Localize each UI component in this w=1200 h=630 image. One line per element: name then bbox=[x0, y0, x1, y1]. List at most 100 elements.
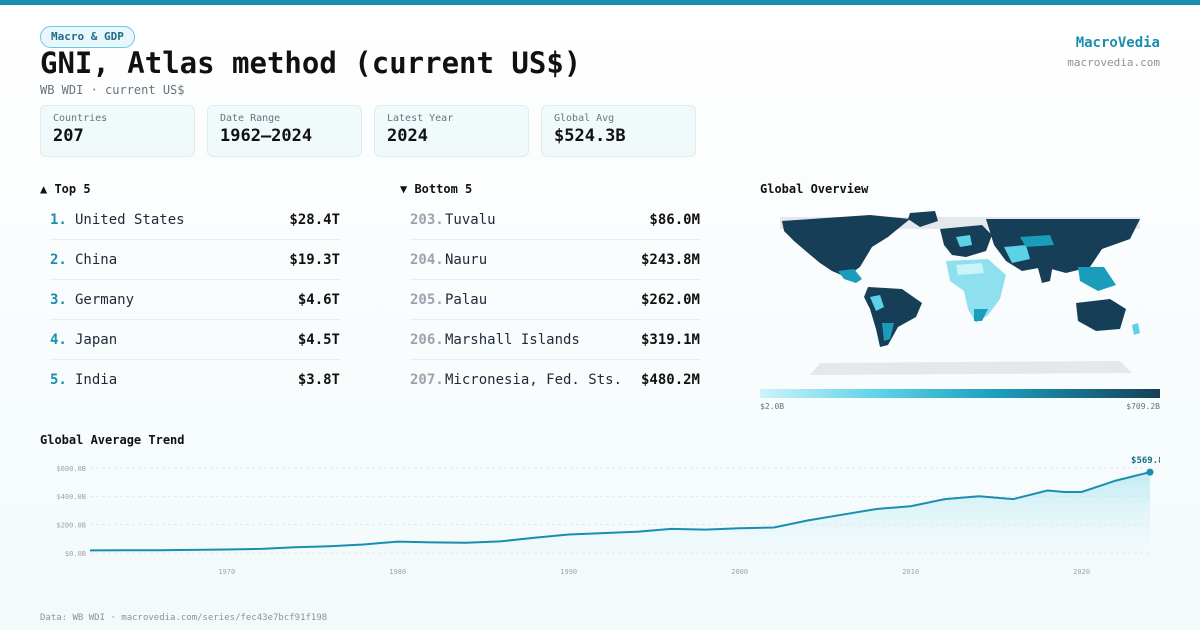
list-item[interactable]: 203. Tuvalu $86.0M bbox=[410, 200, 700, 240]
country-value: $4.5T bbox=[297, 331, 340, 348]
map-region-north-africa bbox=[956, 263, 984, 275]
top-5-list: 1. United States $28.4T 2. China $19.3T 3. Ge… bbox=[50, 200, 340, 400]
y-tick-label: $0.0B bbox=[65, 550, 86, 558]
map-region-asia[interactable] bbox=[986, 219, 1140, 273]
list-item[interactable]: 3. Germany $4.6T bbox=[50, 280, 340, 320]
stat-label: Global Avg bbox=[554, 113, 615, 124]
legend-max-label: $709.2B bbox=[1126, 402, 1160, 411]
rank-number: 4. bbox=[50, 331, 67, 348]
stat-value: $524.3B bbox=[554, 126, 626, 146]
country-value: $86.0M bbox=[649, 211, 700, 228]
list-item[interactable]: 205. Palau $262.0M bbox=[410, 280, 700, 320]
trend-line[interactable] bbox=[89, 471, 1151, 552]
bottom-5-list: 203. Tuvalu $86.0M 204. Nauru $243.8M 205. Pa… bbox=[410, 200, 700, 400]
x-tick-label: 1990 bbox=[560, 568, 577, 576]
footer-source: Data: WB WDI · macrovedia.com/series/fec… bbox=[40, 613, 328, 623]
list-item[interactable]: 4. Japan $4.5T bbox=[50, 320, 340, 360]
rank-number: 204. bbox=[410, 251, 444, 268]
trend-area bbox=[90, 472, 1150, 553]
list-item[interactable]: 1. United States $28.4T bbox=[50, 200, 340, 240]
map-region-antarctica bbox=[810, 361, 1132, 375]
rank-number: 1. bbox=[50, 211, 67, 228]
top-5-heading: ▲ Top 5 bbox=[40, 182, 91, 196]
country-value: $319.1M bbox=[640, 331, 700, 348]
world-choropleth-map[interactable] bbox=[760, 205, 1160, 383]
rank-number: 2. bbox=[50, 251, 67, 268]
map-heading: Global Overview bbox=[760, 182, 869, 196]
country-name: India bbox=[75, 372, 118, 388]
y-tick-label: $600.0B bbox=[56, 465, 86, 473]
list-item[interactable]: 206. Marshall Islands $319.1M bbox=[410, 320, 700, 360]
country-name: Japan bbox=[75, 331, 118, 348]
list-item[interactable]: 5. India $3.8T bbox=[50, 360, 340, 400]
trend-latest-value-label: $569.8B bbox=[1131, 456, 1160, 466]
legend-min-label: $2.0B bbox=[760, 402, 785, 411]
rank-number: 205. bbox=[410, 291, 444, 308]
list-item[interactable]: 2. China $19.3T bbox=[50, 240, 340, 280]
country-name: Nauru bbox=[445, 251, 488, 268]
map-region-south-america[interactable] bbox=[864, 287, 922, 347]
country-name: China bbox=[75, 251, 118, 268]
map-region-north-america[interactable] bbox=[782, 215, 910, 277]
x-tick-label: 2010 bbox=[902, 568, 919, 576]
y-tick-label: $200.0B bbox=[56, 522, 86, 530]
country-value: $243.8M bbox=[640, 251, 700, 268]
page-title: GNI, Atlas method (current US$) bbox=[40, 46, 582, 80]
rank-number: 5. bbox=[50, 372, 67, 388]
country-name: United States bbox=[75, 211, 185, 228]
x-tick-label: 2020 bbox=[1073, 568, 1090, 576]
trend-heading: Global Average Trend bbox=[40, 433, 185, 447]
country-name: Micronesia, Fed. Sts. bbox=[445, 372, 623, 388]
map-region-new-zealand bbox=[1132, 323, 1140, 335]
stat-label: Countries bbox=[53, 113, 108, 124]
stat-card-global-avg: Global Avg $524.3B bbox=[541, 105, 696, 157]
country-value: $19.3T bbox=[289, 251, 340, 268]
map-region-africa[interactable] bbox=[946, 259, 1006, 323]
brand-name[interactable]: MacroVedia bbox=[1075, 35, 1160, 51]
list-item[interactable]: 204. Nauru $243.8M bbox=[410, 240, 700, 280]
map-region-eastern-europe bbox=[956, 235, 972, 247]
x-tick-label: 2000 bbox=[731, 568, 748, 576]
stat-label: Latest Year bbox=[387, 113, 454, 124]
stat-card-countries: Countries 207 bbox=[40, 105, 195, 157]
list-item[interactable]: 207. Micronesia, Fed. Sts. $480.2M bbox=[410, 360, 700, 400]
map-region-southern-cone bbox=[882, 323, 894, 341]
rank-number: 3. bbox=[50, 291, 67, 308]
country-name: Palau bbox=[445, 291, 488, 308]
stat-value: 207 bbox=[53, 126, 84, 146]
map-region-australia[interactable] bbox=[1076, 299, 1126, 331]
stat-label: Date Range bbox=[220, 113, 281, 124]
map-region-south-africa bbox=[974, 309, 988, 321]
country-value: $4.6T bbox=[297, 291, 340, 308]
country-value: $3.8T bbox=[297, 372, 340, 388]
country-name: Marshall Islands bbox=[445, 331, 580, 348]
country-value: $262.0M bbox=[640, 291, 700, 308]
stat-card-latest-year: Latest Year 2024 bbox=[374, 105, 529, 157]
rank-number: 203. bbox=[410, 211, 444, 228]
trend-endpoint-marker[interactable] bbox=[1146, 468, 1154, 476]
country-name: Tuvalu bbox=[445, 211, 496, 228]
map-color-legend bbox=[760, 389, 1160, 398]
stat-value: 2024 bbox=[387, 126, 428, 146]
brand-url[interactable]: macrovedia.com bbox=[1067, 56, 1160, 69]
map-region-india bbox=[1036, 259, 1054, 283]
map-region-central-asia bbox=[1020, 235, 1054, 247]
top-accent-bar bbox=[0, 0, 1200, 5]
rank-number: 206. bbox=[410, 331, 444, 348]
map-region-middle-east bbox=[1004, 245, 1030, 263]
x-tick-label: 1980 bbox=[389, 568, 406, 576]
country-name: Germany bbox=[75, 291, 135, 308]
stat-value: 1962–2024 bbox=[220, 126, 313, 146]
map-region-andes bbox=[870, 295, 884, 311]
y-tick-label: $400.0B bbox=[56, 493, 86, 501]
map-region-southeast-asia bbox=[1078, 267, 1116, 291]
rank-number: 207. bbox=[410, 372, 444, 388]
x-tick-label: 1970 bbox=[218, 568, 235, 576]
map-region-greenland[interactable] bbox=[908, 211, 938, 227]
country-value: $480.2M bbox=[640, 372, 700, 388]
bottom-5-heading: ▼ Bottom 5 bbox=[400, 182, 473, 196]
category-tag[interactable]: Macro & GDP bbox=[40, 26, 135, 48]
map-region-central-america[interactable] bbox=[838, 269, 862, 283]
page-subtitle: WB WDI · current US$ bbox=[40, 83, 185, 97]
global-average-trend-chart[interactable]: $0.0B $200.0B $400.0B $600.0B 1970 1980 1990 20… bbox=[40, 450, 1160, 585]
